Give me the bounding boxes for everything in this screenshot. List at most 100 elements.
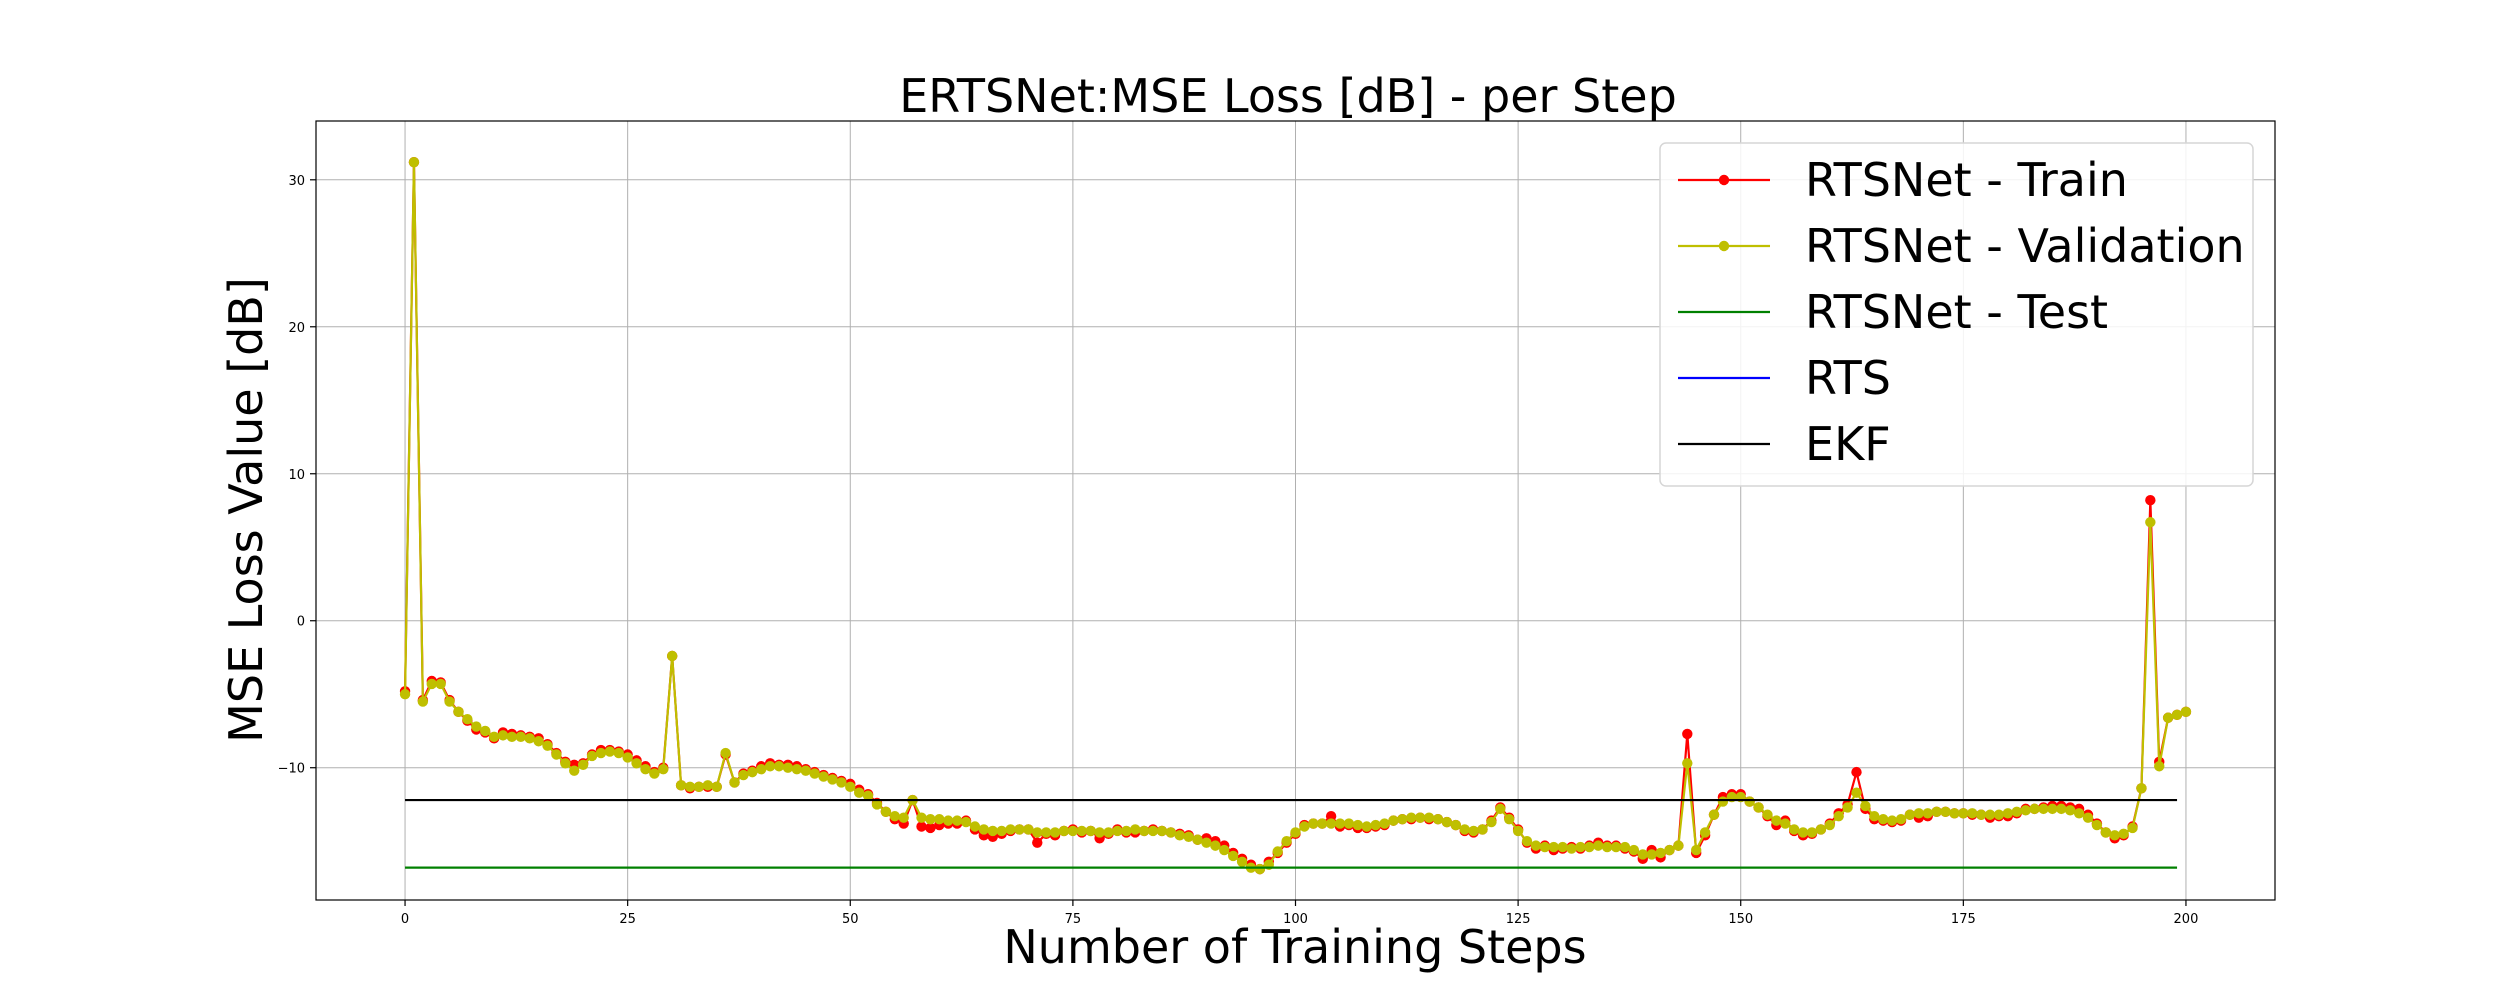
data-point-validation <box>1780 818 1791 829</box>
data-point-validation <box>471 721 482 732</box>
data-point-validation <box>577 759 589 770</box>
data-point-validation <box>569 765 580 776</box>
data-point-validation <box>1361 821 1372 832</box>
data-point-validation <box>1379 818 1390 829</box>
y-tick-label: −10 <box>278 762 305 777</box>
data-point-validation <box>1744 796 1755 807</box>
data-point-validation <box>1753 802 1764 813</box>
data-point-validation <box>1851 787 1862 798</box>
data-point-validation <box>898 812 909 823</box>
data-point-validation <box>1112 825 1123 837</box>
data-point-validation <box>987 825 998 837</box>
data-point-validation <box>684 781 696 793</box>
data-point-validation <box>551 749 562 760</box>
data-point-validation <box>747 766 758 778</box>
data-point-validation <box>613 747 624 759</box>
data-point-validation <box>2029 803 2040 815</box>
data-point-train <box>2145 495 2156 506</box>
legend-label: RTSNet - Test <box>1805 285 2108 339</box>
data-point-train <box>1682 728 1693 740</box>
data-point-validation <box>1691 844 1702 856</box>
data-point-validation <box>2065 805 2076 816</box>
data-point-validation <box>1308 818 1319 829</box>
data-point-validation <box>1833 811 1844 822</box>
data-point-validation <box>764 761 776 772</box>
data-point-validation <box>666 650 678 662</box>
data-point-train <box>1325 811 1337 822</box>
data-point-validation <box>675 780 687 791</box>
data-point-validation <box>791 763 803 775</box>
data-point-validation <box>2073 808 2085 819</box>
data-point-validation <box>1806 827 1818 838</box>
data-point-validation <box>1708 809 1720 820</box>
data-point-validation <box>827 774 838 785</box>
legend-item-train: RTSNet - Train <box>1678 153 2128 207</box>
data-point-validation <box>1032 827 1043 838</box>
chart-title: ERTSNet:MSE Loss [dB] - per Step <box>899 69 1677 123</box>
data-point-validation <box>595 747 607 759</box>
data-point-validation <box>1815 824 1827 835</box>
data-point-validation <box>631 758 642 769</box>
data-point-validation <box>1192 834 1203 845</box>
data-point-validation <box>1860 800 1871 812</box>
data-point-validation <box>1557 841 1568 853</box>
data-point-validation <box>1824 819 1835 831</box>
data-point-validation <box>1797 827 1809 838</box>
data-point-validation <box>604 746 616 757</box>
x-tick-label: 25 <box>619 912 636 927</box>
data-point-validation <box>1103 827 1114 838</box>
data-point-validation <box>2109 830 2120 841</box>
data-point-validation <box>2002 808 2014 819</box>
data-point-validation <box>408 156 420 168</box>
data-point-validation <box>1406 812 1417 823</box>
data-point-validation <box>1094 827 1105 838</box>
data-point-validation <box>889 811 900 822</box>
data-point-validation <box>1548 841 1559 853</box>
data-point-validation <box>1067 825 1079 837</box>
data-point-validation <box>1254 863 1266 875</box>
data-point-validation <box>1343 818 1355 829</box>
data-point-validation <box>773 761 785 772</box>
data-point-validation <box>1023 824 1034 835</box>
y-tick-label: 30 <box>288 174 305 189</box>
data-point-validation <box>1886 815 1898 826</box>
data-point-validation <box>1156 825 1168 837</box>
data-point-validation <box>1370 819 1381 831</box>
legend: RTSNet - Train RTSNet - Validation RTSNet … <box>1659 142 2254 487</box>
data-point-validation <box>1183 831 1194 842</box>
legend-swatch-marker <box>1718 240 1730 252</box>
data-point-validation <box>960 816 972 828</box>
data-point-validation <box>1593 840 1604 851</box>
data-point-validation <box>1993 809 2005 820</box>
data-point-validation <box>1414 812 1426 823</box>
data-point-validation <box>2011 806 2022 818</box>
data-point-validation <box>782 762 794 773</box>
data-point-validation <box>622 752 633 763</box>
x-tick-label: 50 <box>842 912 859 927</box>
legend-label: RTSNet - Train <box>1805 153 2128 207</box>
x-tick-label: 150 <box>1728 912 1753 927</box>
data-point-validation <box>1317 818 1328 829</box>
data-point-validation <box>1975 809 1987 820</box>
data-point-validation <box>1521 836 1533 847</box>
data-point-validation <box>996 825 1007 837</box>
data-point-validation <box>1682 758 1693 769</box>
data-point-validation <box>1272 846 1283 857</box>
data-point-validation <box>756 763 767 775</box>
y-tick-label: 10 <box>288 468 305 483</box>
data-point-validation <box>934 813 945 825</box>
data-point-validation <box>1984 809 1996 820</box>
legend-items: RTSNet - Train RTSNet - Validation RTSNet … <box>1678 153 2245 471</box>
data-point-validation <box>524 733 535 744</box>
data-point-validation <box>951 815 963 826</box>
data-point-validation <box>1566 843 1577 854</box>
data-point-train <box>1851 766 1862 778</box>
data-point-validation <box>1486 816 1497 828</box>
data-point-validation <box>1878 813 1889 825</box>
data-point-validation <box>916 812 927 823</box>
data-point-validation <box>1664 844 1675 856</box>
data-point-validation <box>1655 847 1666 859</box>
data-point-validation <box>978 824 990 835</box>
data-point-validation <box>1699 827 1711 838</box>
